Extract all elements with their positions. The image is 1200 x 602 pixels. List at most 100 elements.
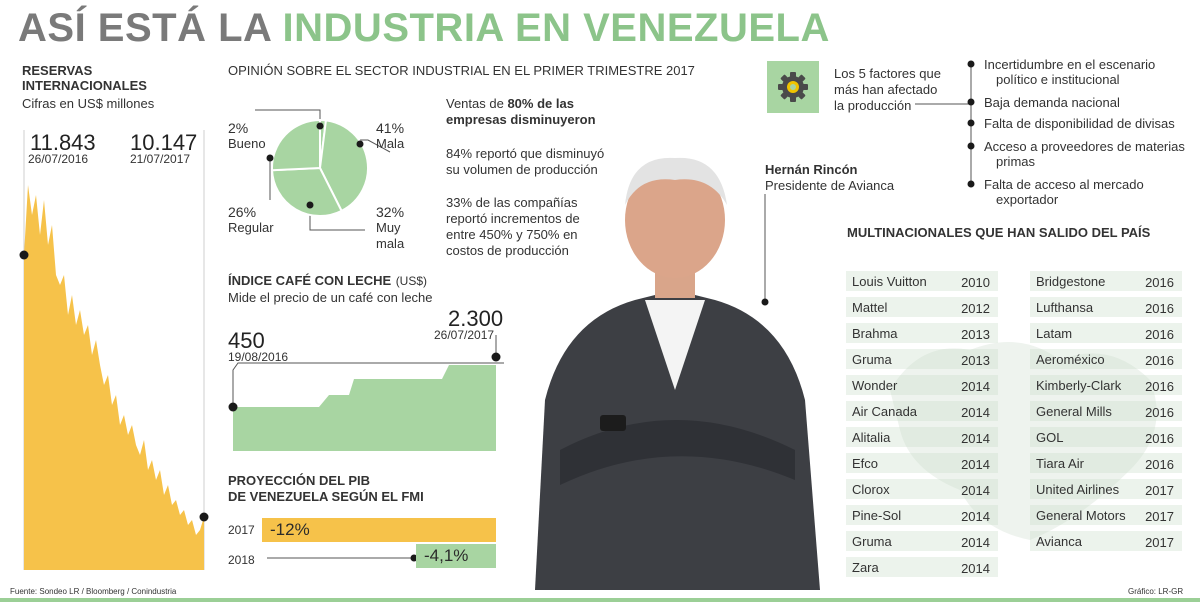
reserves-start-dot [19,250,29,260]
person-leader-dot [761,298,769,306]
multinational-name: Air Canada [852,404,918,419]
multinational-row: Bridgestone 2016 [1030,271,1182,291]
multinational-row: Gruma 2014 [846,531,998,551]
pie-pct-muy-mala: 32% [376,204,405,220]
opinion-stat-3: 33% de las compañías reportó incrementos… [446,195,580,259]
pie-pct-bueno: 2% [228,120,249,136]
multinational-row: Brahma 2013 [846,323,998,343]
factor-item-5: Falta de acceso al mercado exportador [984,177,1144,207]
person-name: Hernán Rincón [765,162,858,177]
pie-dot-regular [266,154,274,162]
factors-intro-2: más han afectado [834,82,938,97]
pib-year-2017: 2017 [228,523,255,537]
factors-tree [915,60,975,188]
pib-value-2018: -4,1% [424,546,469,565]
multinational-year: 2014 [961,483,990,498]
factor-item-2: Baja demanda nacional [984,95,1120,110]
factors-icon-box [767,61,819,113]
multinational-year: 2017 [1145,509,1174,524]
multinational-row: Pine-Sol 2014 [846,505,998,525]
reserves-end-date: 21/07/2017 [130,152,191,166]
multinational-row: Aeroméxico 2016 [1030,349,1182,369]
opinion-pie-chart [255,109,391,231]
person-watch [600,415,626,431]
multinational-name: General Motors [1036,508,1126,523]
cafe-title: ÍNDICE CAFÉ CON LECHE (US$) [228,272,427,290]
person-shirt [645,300,705,390]
multinational-row: Clorox 2014 [846,479,998,499]
pie-pct-regular: 26% [228,204,257,220]
multinational-row: Lufthansa 2016 [1030,297,1182,317]
pie-name-muy: Muy [376,220,401,235]
multinational-name: Lufthansa [1036,300,1094,315]
multinational-year: 2014 [961,535,990,550]
multinational-row: Tiara Air 2016 [1030,453,1182,473]
stat2-line1: 84% reportó que disminuyó [446,146,605,161]
reserves-title-1: RESERVAS [22,63,93,78]
pib-year-2018: 2018 [228,553,255,567]
opinion-stat-1: Ventas de 80% de las empresas disminuyer… [446,96,596,128]
pib-value-2017: -12% [270,520,310,539]
pie-label-regular: 26% Regular [228,204,274,236]
multinational-year: 2016 [1145,275,1174,290]
multinational-name: Aeroméxico [1036,352,1105,367]
multinational-name: Clorox [852,482,890,497]
factors-intro-3: la producción [834,98,912,113]
multinational-year: 2016 [1145,431,1174,446]
multinational-year: 2014 [961,509,990,524]
pib-leader-dot [410,554,418,562]
multinational-year: 2014 [961,457,990,472]
pie-dot-mala [356,140,364,148]
factors-intro: Los 5 factores que más han afectado la p… [834,66,941,114]
multinational-name: Tiara Air [1036,456,1084,471]
pie-pct-mala: 41% [376,120,405,136]
multinational-name: Louis Vuitton [852,274,927,289]
multinational-row: Alitalia 2014 [846,427,998,447]
cafe-subtitle: Mide el precio de un café con leche [228,290,433,305]
reserves-subtitle: Cifras en US$ millones [22,96,155,111]
person-hair [625,157,727,205]
map-shape [890,342,1157,540]
stat3-line2: reportó incrementos de [446,211,580,226]
reserves-area-chart [19,130,209,570]
multinational-name: Efco [852,456,879,471]
multinational-name: Wonder [852,378,898,393]
multinational-year: 2016 [1145,301,1174,316]
multinational-name: Bridgestone [1036,274,1106,289]
reserves-start-value: 11.843 [30,130,96,155]
multinational-row: United Airlines 2017 [1030,479,1182,499]
stat3-line3: entre 450% y 750% en [446,227,578,242]
multinational-name: Kimberly-Clark [1036,378,1122,393]
factor-1-line1: Incertidumbre en el escenario [984,57,1156,72]
venezuela-map-watermark [890,342,1157,540]
multinational-year: 2012 [961,301,990,316]
cafe-end-value: 2.300 [448,306,504,331]
person-leader [761,194,769,306]
pie-dot-bueno [316,122,324,130]
person-arms [560,420,795,485]
multinational-row: GOL 2016 [1030,427,1182,447]
pib-title-1: PROYECCIÓN DEL PIB [228,473,371,488]
multinational-name: Gruma [852,534,892,549]
factor-dot-1 [967,60,975,68]
person-face [625,162,725,278]
factor-5-line1: Falta de acceso al mercado [984,177,1144,192]
multinational-year: 2014 [961,431,990,446]
cafe-area [233,357,496,451]
gear-icon [778,72,808,102]
pie-dot-muy-mala [306,201,314,209]
multinational-name: Pine-Sol [852,508,902,523]
multinational-year: 2014 [961,405,990,420]
multinational-name: Alitalia [852,430,891,445]
pie-name-bueno: Bueno [228,136,266,151]
multinational-row: Avianca 2017 [1030,531,1182,551]
multinational-row: Efco 2014 [846,453,998,473]
pie-label-bueno: 2% Bueno [228,120,266,152]
factor-dot-5 [967,180,975,188]
multinational-year: 2014 [961,561,990,576]
pie-name-regular: Regular [228,220,274,235]
pie-label-mala: 41% Mala [376,120,404,152]
multinational-row: Zara 2014 [846,557,998,577]
cafe-start-date: 19/08/2016 [228,350,289,364]
bottom-accent-bar [0,598,1200,602]
